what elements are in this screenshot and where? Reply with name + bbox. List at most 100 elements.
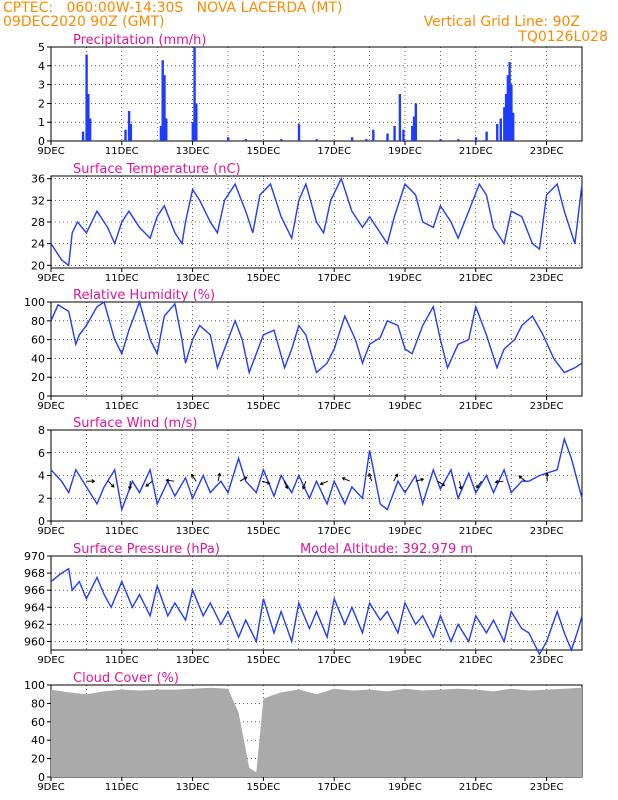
y-tick-label: 4 [38,470,45,483]
precip-bar [193,47,196,141]
wind-line [50,436,583,513]
x-tick-label: 19DEC [388,655,422,666]
x-tick-label: 17DEC [317,146,351,157]
x-tick-label: 11DEC [105,273,139,284]
model-code: TQ0126L028 [518,29,608,45]
y-tick-label: 0 [38,771,45,784]
wind-arrowhead [476,484,480,489]
grid-note: Vertical Grid Line: 90Z [423,14,580,30]
wind-arrowhead [145,483,150,487]
precip-bar [244,139,248,141]
y-tick-label: 20 [31,371,45,384]
precip-bar [510,84,513,141]
precip-bar [365,139,368,141]
x-tick-label: 17DEC [317,782,351,793]
precip-bar [457,139,460,141]
precip-bar [159,125,163,141]
wind-arrow [368,473,373,482]
y-tick-label: 100 [24,296,45,309]
precip-bar [503,107,506,141]
x-tick-label: 9DEC [37,146,64,157]
x-tick-label: 13DEC [176,782,210,793]
y-tick-label: 32 [31,194,45,207]
wind-arrow [342,477,350,482]
x-tick-label: 23DEC [530,782,564,793]
panel-title: Surface Wind (m/s) [73,416,197,431]
x-tick-label: 23DEC [530,526,564,537]
x-tick-label: 21DEC [459,401,493,412]
y-tick-label: 8 [38,424,45,437]
y-tick-label: 968 [24,567,45,580]
panel-frame [50,429,583,522]
wind-arrow [437,480,445,486]
y-tick-label: 970 [24,550,45,563]
y-tick-label: 966 [24,584,45,597]
y-tick-label: 2 [38,97,45,110]
x-tick-label: 17DEC [317,526,351,537]
precip-bar [474,137,478,141]
x-tick-label: 11DEC [105,526,139,537]
x-tick-label: 19DEC [388,401,422,412]
precip-bar [88,118,92,141]
x-tick-label: 23DEC [530,655,564,666]
x-tick-label: 11DEC [105,782,139,793]
precip-bar [227,137,230,141]
precip-bar [161,60,164,141]
x-tick-label: 15DEC [247,655,281,666]
x-tick-label: 15DEC [247,526,281,537]
x-tick-label: 19DEC [388,273,422,284]
x-tick-label: 15DEC [247,401,281,412]
wind-arrowhead [319,481,324,486]
wind-arrowhead [165,478,170,483]
precip-bar [414,103,418,141]
precip-bar [393,125,396,141]
precip-bar [81,131,85,141]
wind-arrowhead [91,479,96,484]
wind-arrow [518,475,526,482]
precip-bar [485,131,488,141]
y-tick-label: 80 [31,697,45,710]
wind-arrowhead [217,472,222,477]
y-tick-label: 100 [24,679,45,692]
x-tick-label: 13DEC [176,401,210,412]
x-tick-label: 13DEC [176,273,210,284]
x-tick-label: 23DEC [530,146,564,157]
y-tick-label: 20 [31,259,45,272]
y-tick-label: 0 [38,390,45,403]
panel-title: Relative Humidity (%) [73,288,215,303]
x-tick-label: 19DEC [388,782,422,793]
y-tick-label: 962 [24,618,45,631]
x-tick-label: 23DEC [530,273,564,284]
precip-bar [372,129,375,141]
x-tick-label: 21DEC [459,655,493,666]
precip-bar [280,139,283,141]
header: CPTEC: 060:00W-14:30S NOVA LACERDA (MT) … [0,0,618,45]
wind-arrowhead [518,475,523,480]
precip-bar [129,124,133,141]
precip-bar [85,54,88,141]
wind-arrow [129,481,131,490]
y-tick-label: 60 [31,716,45,729]
wind-arrowhead [341,477,346,481]
wind-arrowhead [266,480,271,485]
precip-bar [412,116,416,141]
wind-arrowhead [545,472,550,477]
wind-arrow [459,481,462,490]
x-tick-label: 9DEC [37,401,64,412]
y-tick-label: 0 [38,515,45,528]
y-tick-label: 960 [24,635,45,648]
panel-title: Cloud Cover (%) [73,671,179,686]
wind-arrowhead [494,479,499,484]
wind-arrowhead [243,476,248,480]
wind-arrow [145,480,153,487]
wind-arrow [261,480,270,484]
precip-bar [350,137,354,141]
temp-line [50,176,583,267]
precip-bar [511,112,515,141]
y-tick-label: 0 [38,135,45,148]
wind-arrowhead [420,477,425,482]
precip-bar [165,118,168,141]
x-tick-label: 19DEC [388,146,422,157]
precip-bar [315,139,318,141]
x-tick-label: 9DEC [37,655,64,666]
